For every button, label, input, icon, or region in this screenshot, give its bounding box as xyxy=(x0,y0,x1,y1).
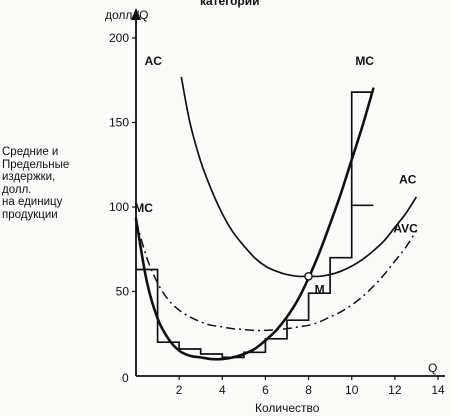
curves xyxy=(134,76,418,361)
series-mc-step-line xyxy=(350,91,374,206)
labels: M MC AC MC AC AVC xyxy=(134,54,418,296)
x-tick-label: 2 xyxy=(176,383,183,397)
y-axis-label: долл./Q xyxy=(105,8,148,22)
header-cut-text: категории xyxy=(200,0,259,8)
point-m-label: M xyxy=(315,282,325,296)
y-axis-description-line: долл. xyxy=(2,183,32,196)
curve-label-mc: MC xyxy=(355,54,374,68)
x-tick-label: 12 xyxy=(388,383,402,397)
series-mc-step-line xyxy=(136,204,374,359)
y-axis-description-line: Средние и xyxy=(2,146,59,158)
x-tick-label: 6 xyxy=(262,383,269,397)
series-mc-line xyxy=(134,87,375,361)
x-axis-label: Количество xyxy=(255,401,320,415)
y-tick-label: 150 xyxy=(109,116,129,130)
y-tick-label: 100 xyxy=(109,200,129,214)
curve-label-ac: AC xyxy=(145,54,163,68)
x-tick-label: 4 xyxy=(219,383,226,397)
y-axis-description-line: продукции xyxy=(2,208,58,221)
y-axis-description: Средние и Предельные издержки, долл. на един… xyxy=(2,146,98,221)
y-tick-label: 50 xyxy=(116,285,130,299)
y-axis-description-line: издержки, xyxy=(2,171,56,183)
x-axis-end-label: Q xyxy=(428,361,437,375)
y-tick-label: 200 xyxy=(109,31,129,45)
axes xyxy=(131,8,445,377)
y-axis-arrow xyxy=(131,8,141,20)
series-ac-line xyxy=(180,76,418,278)
y-axis-description-line: Предельные xyxy=(2,158,70,171)
ticks: 2 4 6 8 10 12 14 50 100 150 200 xyxy=(109,31,445,397)
series-avc-line xyxy=(135,220,418,332)
x-tick-label: 8 xyxy=(305,383,312,397)
curve-label-ac: AC xyxy=(399,172,417,186)
curve-label-avc: AVC xyxy=(393,221,418,235)
origin-label: 0 xyxy=(122,371,129,385)
y-axis-description-line: на единицу xyxy=(2,196,63,208)
point-m-marker xyxy=(304,271,313,281)
x-tick-label: 10 xyxy=(345,383,359,397)
x-tick-label: 14 xyxy=(431,383,445,397)
curve-label-mc: MC xyxy=(134,201,153,215)
